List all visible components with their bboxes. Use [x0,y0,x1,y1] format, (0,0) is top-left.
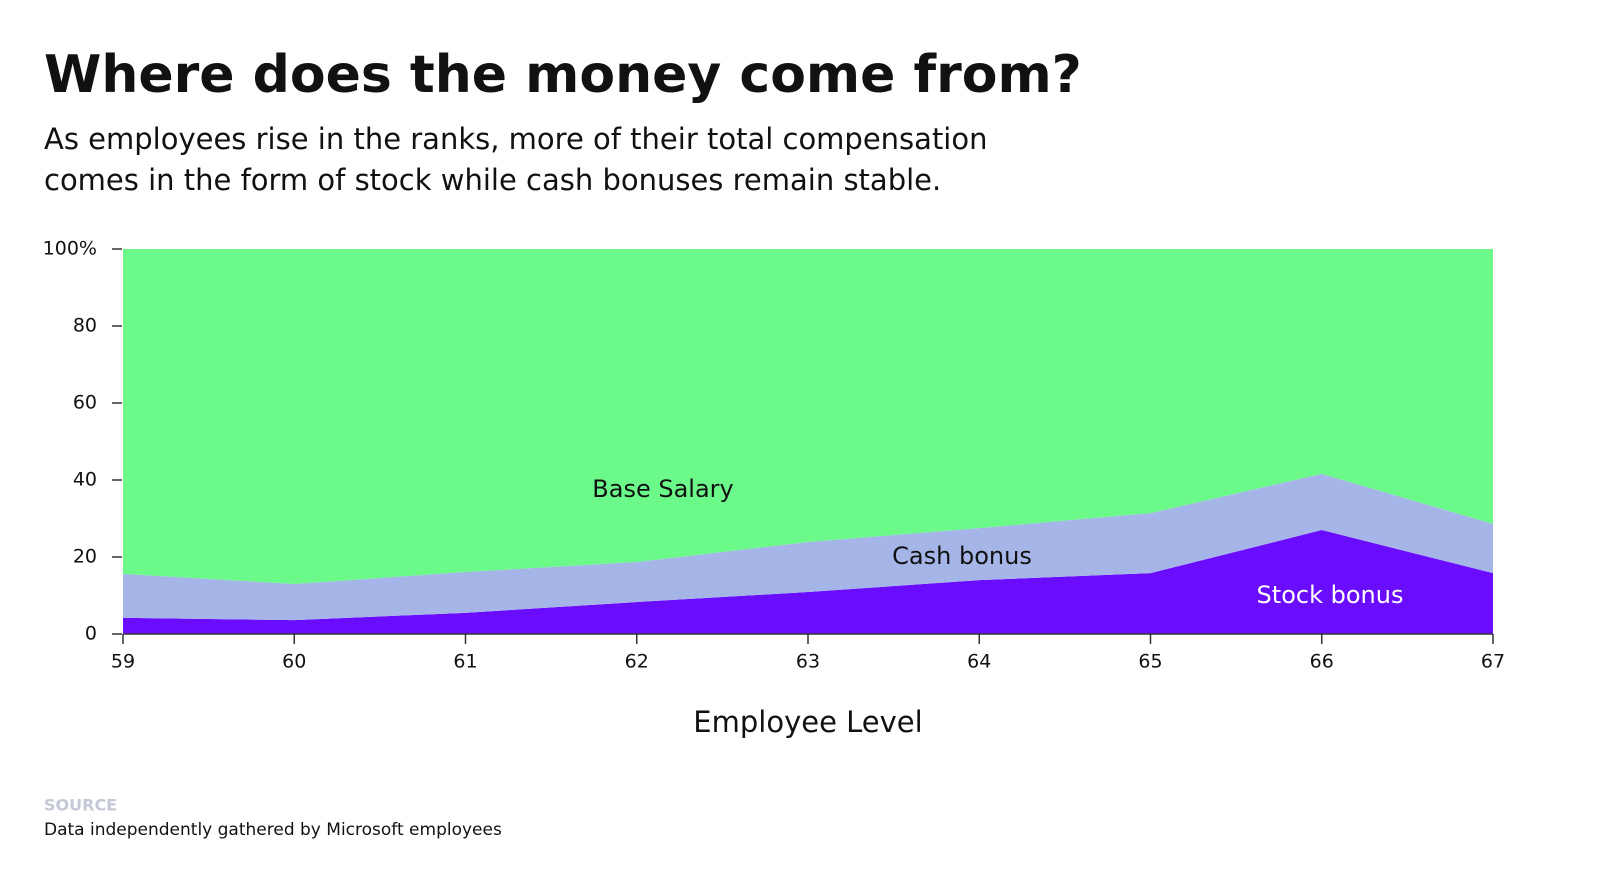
series-label: Cash bonus [892,542,1032,570]
x-tick-label: 65 [1138,651,1162,673]
x-tick-label: 64 [967,651,991,673]
series-label: Stock bonus [1257,581,1404,609]
source-text: Data independently gathered by Microsoft… [44,820,502,840]
y-tick-label: 40 [73,469,97,491]
area [123,530,1493,634]
y-tick-label: 20 [73,546,97,568]
x-tick-label: 63 [796,651,820,673]
y-tick-label: 0 [85,623,97,645]
x-tick-label: 66 [1310,651,1334,673]
area [123,473,1493,621]
chart-title: Where does the money come from? [44,45,1082,105]
chart-subtitle: comes in the form of stock while cash bo… [44,163,941,197]
plot-area: Stock bonus Cash bonus Base Salary 0 20 40 60 8… [43,238,1505,673]
x-tick-label: 67 [1481,651,1505,673]
y-tick-label: 100% [43,238,97,260]
y-tick-label: 60 [73,392,97,414]
chart-subtitle: As employees rise in the ranks, more of … [44,122,988,156]
y-tick-label: 80 [73,315,97,337]
x-tick-label: 62 [625,651,649,673]
x-axis-title: Employee Level [693,705,922,739]
x-tick-label: 60 [282,651,306,673]
area [123,249,1493,584]
source-label: SOURCE [44,796,117,815]
series-label: Base Salary [592,475,733,503]
x-tick-label: 59 [111,651,135,673]
x-tick-label: 61 [453,651,477,673]
